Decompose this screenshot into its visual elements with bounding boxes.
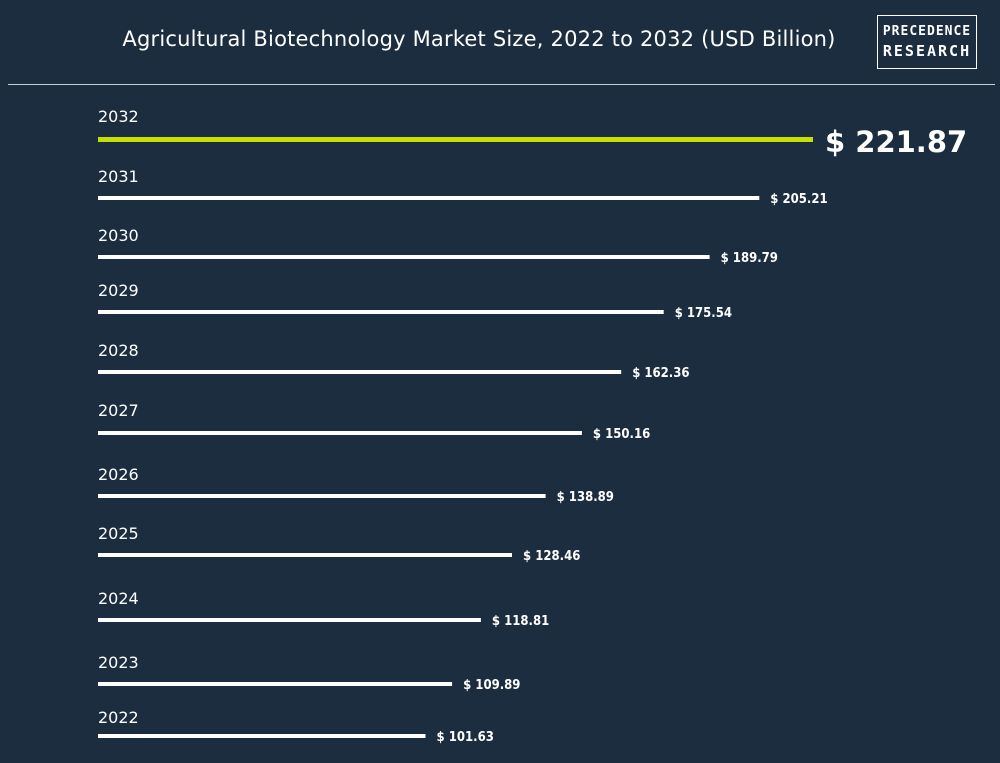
value-label: $ 128.46	[523, 549, 580, 564]
year-label: 2023	[98, 653, 139, 672]
value-label: $ 138.89	[557, 490, 614, 505]
brand-logo: PRECEDENCE RESEARCH	[877, 15, 977, 69]
bar	[98, 618, 481, 622]
value-label: $ 101.63	[437, 730, 494, 745]
bar	[98, 494, 546, 498]
value-label: $ 109.89	[463, 678, 520, 693]
bar	[98, 553, 512, 557]
logo-line-1: PRECEDENCE	[882, 24, 972, 39]
year-label: 2026	[98, 465, 139, 484]
value-label: $ 205.21	[770, 192, 827, 207]
logo-line-2: RESEARCH	[882, 42, 972, 60]
year-label: 2032	[98, 107, 139, 126]
year-label: 2031	[98, 167, 139, 186]
year-label: 2030	[98, 226, 139, 245]
year-label: 2029	[98, 281, 139, 300]
year-label: 2028	[98, 341, 139, 360]
bar	[98, 431, 582, 435]
chart-title: Agricultural Biotechnology Market Size, …	[122, 27, 836, 51]
value-label: $ 175.54	[675, 306, 732, 321]
bar	[98, 137, 813, 142]
value-label: $ 162.36	[632, 366, 689, 381]
year-label: 2027	[98, 401, 139, 420]
year-label: 2024	[98, 589, 139, 608]
value-label: $ 189.79	[721, 251, 778, 266]
bar	[98, 310, 664, 314]
value-label-highlight: $ 221.87	[825, 125, 967, 159]
bar	[98, 734, 426, 738]
bar	[98, 370, 622, 374]
bar	[98, 682, 453, 686]
value-label: $ 118.81	[492, 614, 549, 629]
bar	[98, 196, 760, 200]
title-divider	[8, 84, 995, 85]
bar	[98, 255, 710, 259]
year-label: 2025	[98, 524, 139, 543]
year-label: 2022	[98, 708, 139, 727]
value-label: $ 150.16	[593, 427, 650, 442]
